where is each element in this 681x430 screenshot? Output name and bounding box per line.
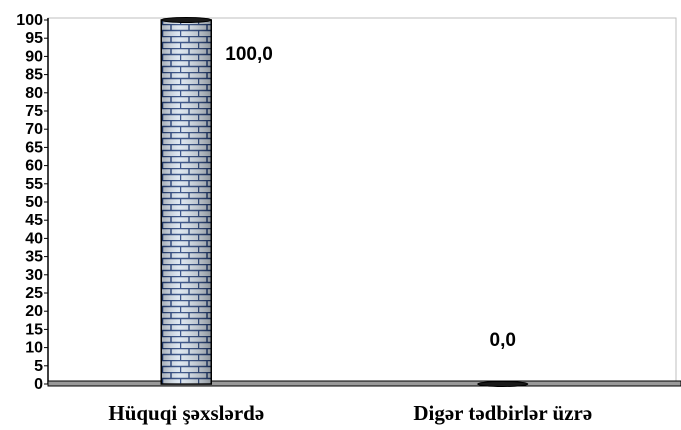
y-tick-label-5: 5 [34,358,43,375]
bar-cap-1 [160,17,212,23]
bar-cap-2 [477,381,529,387]
y-tick-label-75: 75 [25,103,43,120]
y-tick-label-50: 50 [25,194,43,211]
y-tick-label-55: 55 [25,176,43,193]
y-tick-label-40: 40 [25,230,43,247]
y-tick-label-25: 25 [25,285,43,302]
y-tick-label-45: 45 [25,212,43,229]
bar-2 [477,381,529,387]
y-tick-label-95: 95 [25,30,43,47]
bar-1 [160,17,212,385]
chart-floor [47,380,681,387]
y-tick-label-85: 85 [25,67,43,84]
y-axis-ticks [44,19,48,385]
y-tick-label-90: 90 [25,48,43,65]
data-label-2: 0,0 [490,330,516,351]
y-tick-label-100: 100 [16,12,43,29]
data-label-1: 100,0 [225,44,273,65]
y-tick-label-35: 35 [25,249,43,266]
plot-frame [47,17,677,385]
y-tick-label-60: 60 [25,158,43,175]
y-tick-label-30: 30 [25,267,43,284]
y-tick-label-15: 15 [25,321,43,338]
y-tick-label-0: 0 [34,376,43,393]
bar-shade-1 [161,20,212,384]
y-tick-label-70: 70 [25,121,43,138]
category-label-1: Hüquqi şəxslərdə [108,401,264,425]
y-tick-label-80: 80 [25,85,43,102]
y-tick-label-20: 20 [25,303,43,320]
bars [160,17,529,387]
y-tick-label-10: 10 [25,340,43,357]
category-labels: Hüquqi şəxslərdə Digər tədbirlər üzrə [108,401,592,425]
category-label-2: Digər tədbirlər üzrə [413,401,592,425]
plot-area [47,17,681,387]
data-labels: 100,0 0,0 [225,44,516,351]
y-tick-label-65: 65 [25,139,43,156]
